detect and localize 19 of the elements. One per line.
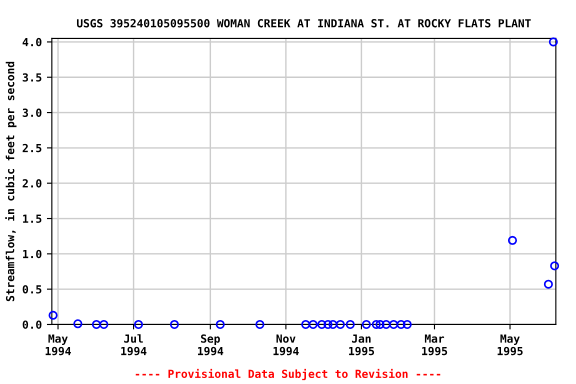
x-tick-label: Mar 1995 bbox=[422, 334, 448, 356]
x-tick-label: Sep 1994 bbox=[198, 334, 224, 356]
y-tick-label: 1.0 bbox=[23, 250, 42, 258]
x-tick-label: May 1995 bbox=[498, 334, 523, 356]
x-tick-label: Jul 1994 bbox=[121, 334, 146, 356]
y-tick-label: 1.5 bbox=[23, 214, 42, 223]
text: ---- Provisional Data Subject to Revision ---- bbox=[136, 368, 440, 380]
y-axis-title: Streamflow, in cubic feet per second bbox=[5, 62, 16, 302]
y-tick-label: 4.0 bbox=[22, 38, 42, 46]
x-tick-label: May 1994 bbox=[46, 334, 71, 356]
y-tick-label: 2.0 bbox=[22, 179, 42, 188]
x-tick-label: Jan 1995 bbox=[349, 334, 374, 356]
y-tick-label: 0.5 bbox=[22, 285, 42, 294]
y-tick-label: 2.5 bbox=[22, 144, 42, 152]
chart-title: USGS 395240105095500 WOMAN CREEK AT INDIANA ST. AT ROCKY FLATS PLANT bbox=[76, 19, 531, 28]
y-tick-label: 3.0 bbox=[22, 108, 42, 117]
y-tick-label: 0.0 bbox=[22, 320, 42, 329]
y-tick-label: 3.5 bbox=[22, 73, 42, 82]
x-tick-label: Nov 1994 bbox=[274, 334, 299, 356]
